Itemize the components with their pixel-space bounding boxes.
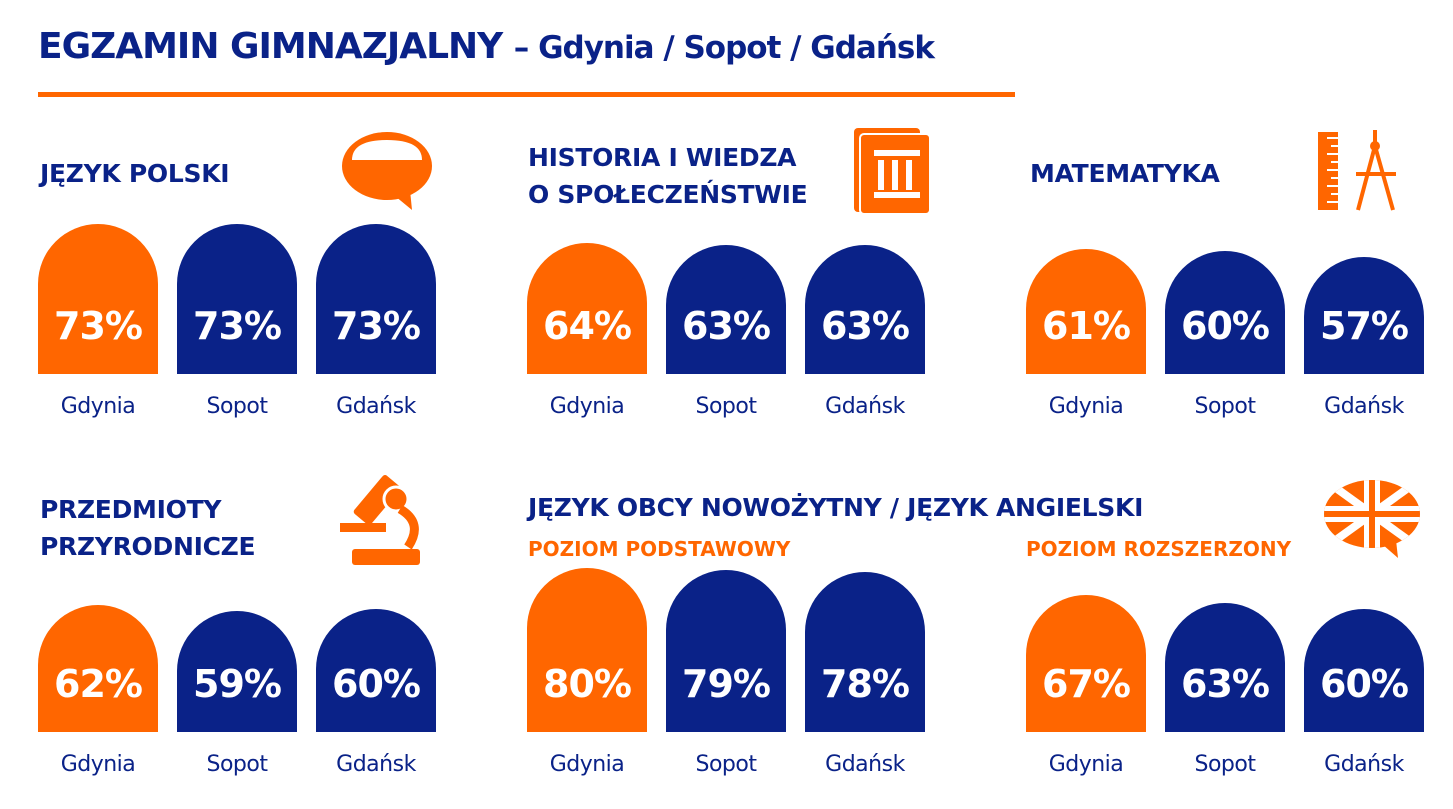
bar-value-label: 63% — [682, 304, 771, 348]
bar-value-label: 60% — [332, 662, 421, 706]
bar-gdynia: 61% — [1026, 249, 1146, 374]
bar-gdańsk: 78% — [805, 572, 925, 732]
bar-value-label: 73% — [332, 304, 421, 348]
category-label: Gdańsk — [825, 752, 905, 777]
bar-gdynia: 62% — [38, 605, 158, 732]
bar-value-label: 79% — [682, 662, 771, 706]
bar-sopot: 79% — [666, 570, 786, 732]
bar-gdańsk: 63% — [805, 245, 925, 374]
bar-value-label: 63% — [821, 304, 910, 348]
category-label: Gdynia — [60, 394, 136, 419]
speech-bubble-icon — [342, 132, 432, 210]
panel-subtitle-podstawowy: POZIOM PODSTAWOWY — [528, 537, 791, 561]
category-label: Sopot — [1194, 752, 1256, 777]
category-label: Gdańsk — [336, 394, 416, 419]
category-label: Gdynia — [1048, 752, 1124, 777]
category-label: Gdańsk — [825, 394, 905, 419]
bar-value-label: 63% — [1181, 662, 1270, 706]
bar-sopot: 73% — [177, 224, 297, 374]
bar-value-label: 73% — [54, 304, 143, 348]
bar-value-label: 60% — [1320, 662, 1409, 706]
bar-gdynia: 73% — [38, 224, 158, 374]
bar-value-label: 64% — [543, 304, 632, 348]
panel-title-matematyka: MATEMATYKA — [1030, 159, 1220, 188]
bar-value-label: 78% — [821, 662, 910, 706]
title-main: EGZAMIN GIMNAZJALNY — [38, 26, 503, 67]
title-underline — [38, 92, 1015, 97]
book-columns-icon — [854, 128, 931, 215]
category-label: Gdynia — [549, 394, 625, 419]
category-label: Gdańsk — [336, 752, 416, 777]
bar-value-label: 67% — [1042, 662, 1131, 706]
bar-gdynia: 64% — [527, 243, 647, 374]
category-label: Gdańsk — [1324, 394, 1404, 419]
bar-sopot: 59% — [177, 611, 297, 732]
category-label: Gdynia — [549, 752, 625, 777]
category-label: Sopot — [206, 394, 268, 419]
bar-gdańsk: 73% — [316, 224, 436, 374]
panel-title-polski: JĘZYK POLSKI — [40, 159, 230, 188]
bar-sopot: 63% — [1165, 603, 1285, 732]
bar-value-label: 73% — [193, 304, 282, 348]
panel-title-jezyk-obcy: JĘZYK OBCY NOWOŻYTNY / JĘZYK ANGIELSKI — [528, 493, 1144, 522]
bar-value-label: 61% — [1042, 304, 1131, 348]
bar-value-label: 57% — [1320, 304, 1409, 348]
category-label: Gdańsk — [1324, 752, 1404, 777]
category-label: Sopot — [695, 752, 757, 777]
panel-title-historia: HISTORIA I WIEDZA O SPOŁECZEŃSTWIE — [528, 143, 808, 209]
ruler-compass-icon — [1318, 130, 1396, 211]
microscope-icon — [340, 475, 420, 565]
uk-flag-bubble-icon — [1324, 480, 1420, 558]
title-sub: – Gdynia / Sopot / Gdańsk — [513, 30, 935, 66]
bar-value-label: 62% — [54, 662, 143, 706]
category-label: Sopot — [695, 394, 757, 419]
bar-value-label: 59% — [193, 662, 282, 706]
bar-sopot: 60% — [1165, 251, 1285, 374]
bar-gdańsk: 57% — [1304, 257, 1424, 374]
bar-gdańsk: 60% — [1304, 609, 1424, 732]
category-label: Sopot — [206, 752, 268, 777]
bar-sopot: 63% — [666, 245, 786, 374]
bar-gdynia: 80% — [527, 568, 647, 732]
page-title: EGZAMIN GIMNAZJALNY – Gdynia / Sopot / G… — [38, 26, 935, 67]
category-label: Gdynia — [60, 752, 136, 777]
panel-subtitle-rozszerzony: POZIOM ROZSZERZONY — [1026, 537, 1292, 561]
category-label: Sopot — [1194, 394, 1256, 419]
bar-value-label: 80% — [543, 662, 632, 706]
bar-value-label: 60% — [1181, 304, 1270, 348]
category-label: Gdynia — [1048, 394, 1124, 419]
bar-gdańsk: 60% — [316, 609, 436, 732]
panel-title-przyroda: PRZEDMIOTY PRZYRODNICZE — [40, 495, 256, 561]
bar-gdynia: 67% — [1026, 595, 1146, 732]
